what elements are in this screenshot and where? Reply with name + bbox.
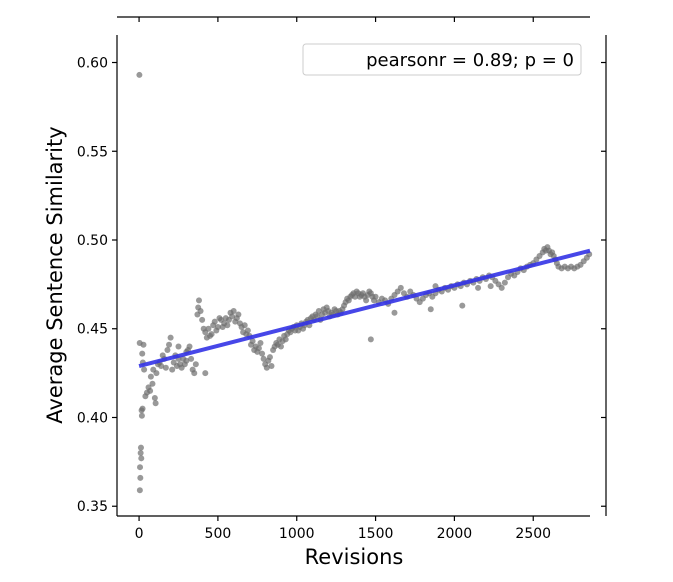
scatter-points xyxy=(136,71,593,494)
data-point xyxy=(183,357,190,364)
data-point xyxy=(141,366,148,373)
data-point xyxy=(230,307,237,314)
data-point xyxy=(139,405,146,412)
data-point xyxy=(137,449,144,456)
data-point xyxy=(152,400,159,407)
data-point xyxy=(397,284,404,291)
data-point xyxy=(432,283,439,290)
y-tick-label: 0.35 xyxy=(77,499,108,515)
legend-text: pearsonr = 0.89; p = 0 xyxy=(366,50,574,71)
data-point xyxy=(235,311,242,318)
data-point xyxy=(169,366,176,373)
data-point xyxy=(211,318,218,325)
x-tick-label: 2000 xyxy=(437,526,473,542)
data-point xyxy=(149,380,156,387)
y-tick-label: 0.60 xyxy=(77,56,108,72)
data-point xyxy=(249,338,256,345)
data-point xyxy=(167,334,174,341)
data-point xyxy=(140,341,147,348)
data-point xyxy=(175,343,182,350)
x-tick-label: 2500 xyxy=(515,526,551,542)
data-point xyxy=(162,364,169,371)
data-point xyxy=(259,350,266,357)
data-point xyxy=(205,325,212,332)
x-tick-label: 1000 xyxy=(279,526,315,542)
data-point xyxy=(277,343,284,350)
data-point xyxy=(487,283,494,290)
data-point xyxy=(195,297,202,304)
data-point xyxy=(166,341,173,348)
data-point xyxy=(186,343,193,350)
data-point xyxy=(224,322,231,329)
data-point xyxy=(151,394,158,401)
data-point xyxy=(153,370,160,377)
legend: pearsonr = 0.89; p = 0 xyxy=(302,43,582,76)
data-point xyxy=(202,370,209,377)
data-point xyxy=(363,297,370,304)
data-point xyxy=(214,323,221,330)
data-point xyxy=(137,444,144,451)
x-tick-label: 500 xyxy=(205,526,232,542)
data-point xyxy=(147,387,154,394)
data-point xyxy=(367,336,374,343)
data-point xyxy=(266,354,273,361)
y-tick-label: 0.55 xyxy=(77,144,108,160)
data-point xyxy=(501,279,508,286)
data-point xyxy=(147,373,154,380)
x-tick-label: 0 xyxy=(135,526,144,542)
data-point xyxy=(137,464,144,471)
data-point xyxy=(138,412,145,419)
data-point xyxy=(158,363,165,370)
y-axis-label: Average Sentence Similarity xyxy=(43,126,67,423)
data-point xyxy=(229,313,236,320)
data-point xyxy=(192,361,199,368)
data-point xyxy=(498,284,505,291)
data-point xyxy=(197,307,204,314)
data-point xyxy=(136,487,143,494)
regression-line xyxy=(138,248,591,368)
y-tick-label: 0.45 xyxy=(77,322,108,338)
data-point xyxy=(241,322,248,329)
x-tick-label: 1500 xyxy=(358,526,394,542)
y-axis-ticks: 0.35 0.40 0.45 0.50 0.55 0.60 xyxy=(77,56,606,515)
data-point xyxy=(137,474,144,481)
data-point xyxy=(391,309,398,316)
data-point xyxy=(244,327,251,334)
data-point xyxy=(263,364,270,371)
data-point xyxy=(255,345,262,352)
data-point xyxy=(139,350,146,357)
data-point xyxy=(208,331,215,338)
data-point xyxy=(282,336,289,343)
data-point xyxy=(372,293,379,300)
y-tick-label: 0.40 xyxy=(77,410,108,426)
data-point xyxy=(459,302,466,309)
data-point xyxy=(138,455,145,462)
data-point xyxy=(199,316,206,323)
x-axis-ticks: 0 500 1000 1500 2000 2500 xyxy=(135,17,551,542)
data-point xyxy=(475,284,482,291)
legend-box xyxy=(302,43,582,76)
plot-frame xyxy=(116,16,607,517)
data-point xyxy=(427,306,434,313)
data-point xyxy=(164,347,171,354)
data-point xyxy=(257,339,264,346)
data-point xyxy=(188,355,195,362)
data-point xyxy=(268,363,275,370)
data-point xyxy=(136,71,143,78)
y-tick-label: 0.50 xyxy=(77,233,108,249)
data-point xyxy=(191,370,198,377)
data-point xyxy=(260,355,267,362)
x-axis-label: Revisions xyxy=(305,545,404,569)
